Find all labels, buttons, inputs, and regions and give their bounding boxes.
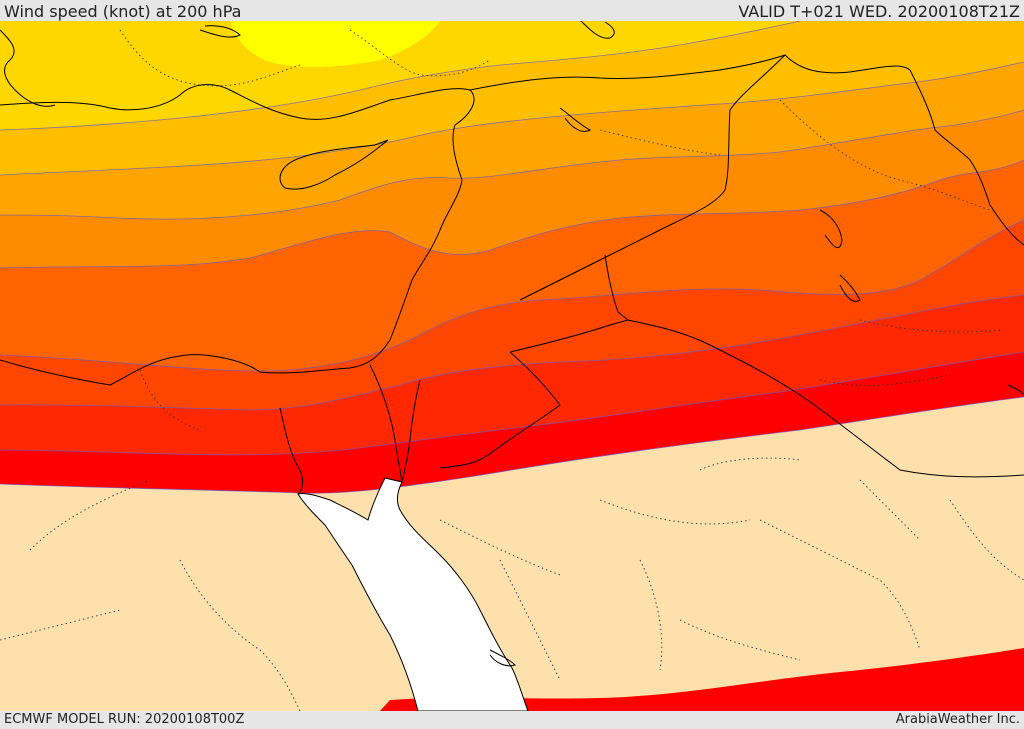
band-red-south <box>380 648 1024 711</box>
valid-time: VALID T+021 WED. 20200108T21Z <box>738 2 1020 21</box>
internal-borders <box>0 29 1024 711</box>
contour-lines <box>0 21 1024 494</box>
cyprus <box>279 139 389 190</box>
credit: ArabiaWeather Inc. <box>895 712 1020 727</box>
coastlines <box>0 21 1024 667</box>
political-borders <box>369 54 1024 483</box>
model-run: ECMWF MODEL RUN: 20200108T00Z <box>4 712 245 727</box>
footer-bar: ECMWF MODEL RUN: 20200108T00Z ArabiaWeat… <box>0 711 1024 729</box>
chart-title: Wind speed (knot) at 200 hPa <box>4 2 242 21</box>
red-sea <box>297 477 529 711</box>
band-gold <box>0 21 800 130</box>
header-bar: Wind speed (knot) at 200 hPa VALID T+021… <box>0 0 1024 21</box>
wind-speed-map[interactable] <box>0 21 1024 711</box>
band-yellow <box>230 21 440 68</box>
